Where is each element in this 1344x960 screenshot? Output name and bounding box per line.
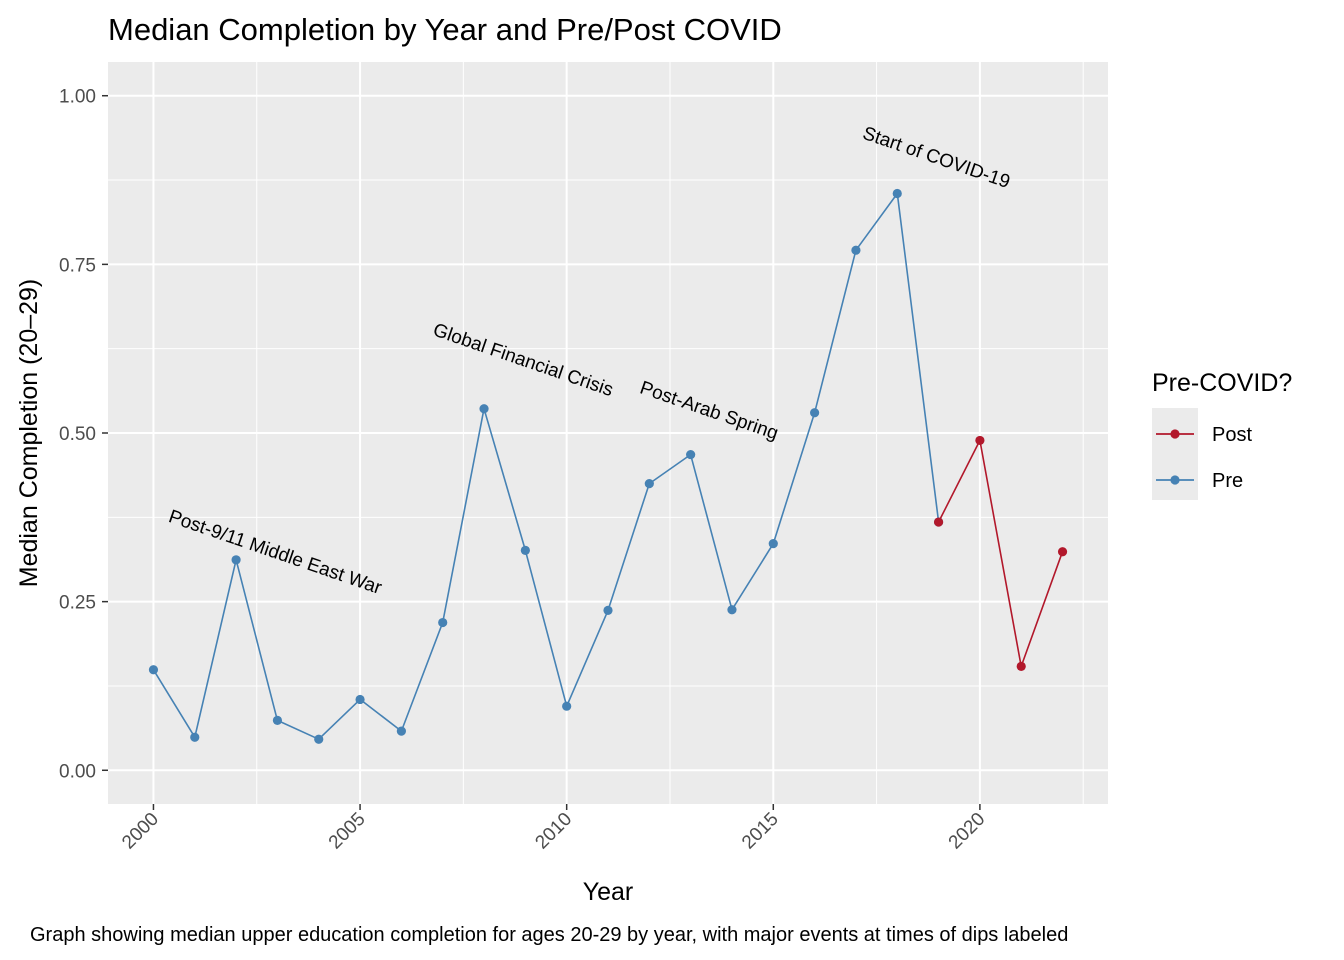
data-point-post (1016, 661, 1026, 671)
series-line-post (937, 439, 1064, 668)
data-point-pre (396, 726, 406, 736)
legend-key-background (1152, 408, 1198, 500)
data-point-pre (231, 555, 241, 565)
y-tick-label: 0.75 (59, 255, 96, 276)
data-point-pre (686, 449, 696, 460)
y-axis-title: Median Completion (20–29) (15, 279, 43, 588)
data-point-pre (603, 605, 613, 616)
x-tick-label: 2010 (531, 809, 576, 854)
data-point-pre (314, 734, 324, 744)
x-tick-label: 2000 (118, 809, 163, 854)
y-tick-label: 1.00 (59, 87, 96, 108)
legend-label-pre: Pre (1212, 470, 1243, 492)
data-point-pre (768, 539, 778, 549)
data-point-pre (272, 715, 283, 725)
chart-title: Median Completion by Year and Pre/Post C… (108, 12, 782, 47)
data-point-pre (810, 408, 820, 418)
legend-label-post: Post (1212, 424, 1252, 446)
x-axis: 2000 2005 2010 2015 2020 (118, 804, 989, 853)
data-point-pre (479, 404, 489, 414)
legend: Pre-COVID? Post Pre (1152, 369, 1292, 500)
data-point-pre (562, 701, 572, 711)
y-tick-label: 0.25 (59, 593, 96, 614)
series-lines (152, 192, 1064, 741)
series-points (148, 188, 1068, 744)
x-tick-label: 2005 (325, 809, 370, 854)
chart-caption: Graph showing median upper education com… (30, 924, 1068, 946)
data-point-pre (892, 188, 902, 199)
data-point-post (1057, 547, 1068, 557)
major-gridlines (108, 62, 1108, 804)
x-axis-title: Year (583, 878, 634, 906)
y-tick-label: 0.00 (59, 761, 96, 782)
data-point-pre (851, 245, 861, 255)
series-line-pre (152, 192, 940, 741)
data-point-pre (438, 617, 448, 628)
data-point-pre (520, 545, 530, 555)
legend-key-point-post (1170, 429, 1180, 439)
x-tick-label: 2015 (738, 809, 783, 854)
data-point-pre (148, 665, 159, 675)
data-point-pre (355, 694, 365, 705)
x-tick-label: 2020 (945, 809, 990, 854)
y-axis: 0.00 0.25 0.50 0.75 1.00 (59, 87, 108, 782)
legend-key-point-pre (1170, 475, 1180, 485)
data-point-post (933, 517, 944, 527)
y-tick-label: 0.50 (59, 424, 96, 445)
data-point-pre (644, 478, 654, 489)
legend-title: Pre-COVID? (1152, 369, 1292, 397)
data-point-post (975, 435, 985, 446)
data-point-pre (190, 732, 200, 742)
data-point-pre (727, 605, 737, 615)
